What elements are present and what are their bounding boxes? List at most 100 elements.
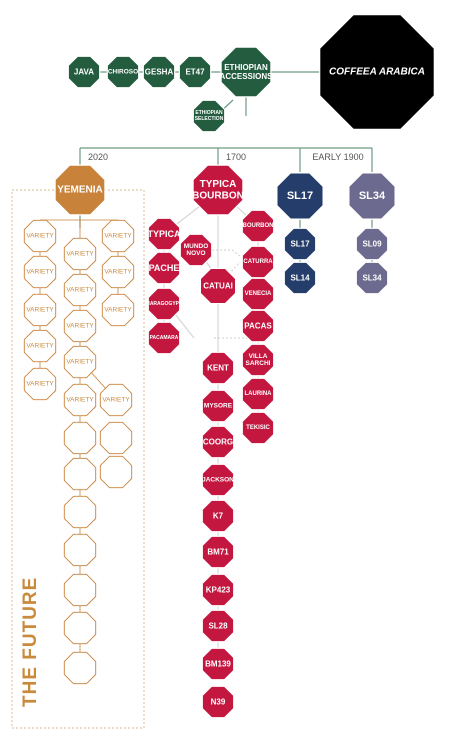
future-variety-node-shape bbox=[63, 495, 97, 529]
future-variety-node bbox=[63, 533, 97, 567]
sl34-child-sl09-node: SL09 bbox=[355, 227, 389, 261]
variety-coorg-node-shape bbox=[201, 425, 235, 459]
variety-bourbon-node-label: BOURBON bbox=[243, 223, 274, 229]
variety-node: VARIETY bbox=[23, 293, 57, 327]
future-variety-node bbox=[63, 457, 97, 491]
future-variety-node-shape bbox=[63, 533, 97, 567]
ethiopian-selection-node-shape bbox=[192, 99, 226, 133]
variety-node: VARIETY bbox=[101, 255, 135, 289]
variety-catuai-node: CATUAI bbox=[199, 267, 237, 305]
variety-k7-node-shape bbox=[201, 499, 235, 533]
variety-maragogype-node: MARAGOGYPE bbox=[146, 287, 183, 321]
variety-maragogype-node-shape bbox=[147, 287, 181, 321]
variety-pache-node: PACHE bbox=[147, 251, 181, 285]
accession-gesha-node-shape bbox=[142, 55, 176, 89]
sl17-child-sl17-node-shape bbox=[283, 227, 317, 261]
variety-node-shape bbox=[63, 273, 97, 307]
era-label-early-1900: EARLY 1900 bbox=[312, 152, 363, 162]
sl17-node: SL17 bbox=[276, 172, 324, 220]
variety-caturra-node-label: CATURRA bbox=[243, 259, 273, 265]
variety-node-shape bbox=[63, 345, 97, 379]
future-variety-node bbox=[63, 611, 97, 645]
future-variety-node bbox=[63, 495, 97, 529]
variety-pacamara-node: PACAMARA bbox=[147, 321, 181, 355]
sl34-child-sl34-node-shape bbox=[355, 261, 389, 295]
sl17-child-sl17-node: SL17 bbox=[283, 227, 317, 261]
variety-node-label: VARIETY bbox=[102, 397, 130, 404]
variety-bm71-node-shape bbox=[201, 535, 235, 569]
variety-mysore-node-shape bbox=[201, 389, 235, 423]
accession-et47-node-label: ET47 bbox=[185, 68, 205, 77]
variety-node-label: VARIETY bbox=[26, 233, 54, 240]
variety-villa-sarchi-node-label: VILLA bbox=[249, 353, 268, 360]
sl17-node-shape bbox=[276, 172, 324, 220]
variety-node-label: VARIETY bbox=[104, 269, 132, 276]
variety-pacas-node: PACAS bbox=[241, 309, 275, 343]
variety-node-label: VARIETY bbox=[66, 287, 94, 294]
variety-venecia-node: VENECIA bbox=[241, 277, 275, 311]
variety-k7-node-label: K7 bbox=[213, 512, 224, 521]
yemenia-node-shape bbox=[54, 164, 106, 216]
variety-node: VARIETY bbox=[63, 383, 97, 417]
sl34-child-sl09-node-shape bbox=[355, 227, 389, 261]
variety-pache-node-label: PACHE bbox=[149, 263, 180, 273]
sl17-node-label: SL17 bbox=[287, 190, 313, 202]
future-variety-node bbox=[63, 573, 97, 607]
future-variety-node-shape bbox=[63, 457, 97, 491]
variety-pacamara-node-label: PACAMARA bbox=[150, 335, 179, 341]
future-variety-node-shape bbox=[63, 573, 97, 607]
variety-typica-node-shape bbox=[147, 217, 181, 251]
variety-tekisic-node-label: TEKISIC bbox=[246, 425, 270, 431]
accession-gesha-node: GESHA bbox=[142, 55, 176, 89]
variety-bm139-node-shape bbox=[201, 647, 235, 681]
variety-mundo-novo-node-shape bbox=[179, 233, 213, 267]
future-variety-node-shape bbox=[63, 651, 97, 685]
era-label-1700: 1700 bbox=[226, 152, 246, 162]
variety-node: VARIETY bbox=[23, 329, 57, 363]
variety-catuai-node-shape bbox=[199, 267, 237, 305]
variety-node: VARIETY bbox=[63, 237, 97, 271]
variety-node-shape bbox=[23, 219, 57, 253]
future-variety-node bbox=[99, 421, 133, 455]
variety-sl28-node: SL28 bbox=[201, 609, 235, 643]
variety-node: VARIETY bbox=[99, 383, 133, 417]
sl34-node-label: SL34 bbox=[359, 190, 386, 202]
variety-node-shape bbox=[23, 293, 57, 327]
variety-node-label: VARIETY bbox=[26, 381, 54, 388]
variety-node-shape bbox=[23, 329, 57, 363]
variety-coorg-node-label: COORG bbox=[203, 438, 233, 447]
variety-n39-node-label: N39 bbox=[211, 698, 226, 707]
variety-typica-node: TYPICA bbox=[147, 217, 181, 251]
variety-tekisic-node-shape bbox=[241, 411, 275, 445]
variety-tekisic-node: TEKISIC bbox=[241, 411, 275, 445]
future-variety-node-shape bbox=[99, 455, 133, 489]
future-variety-node bbox=[99, 455, 133, 489]
variety-kent-node-shape bbox=[201, 351, 235, 385]
coffeea-arabica-node-shape bbox=[319, 14, 435, 130]
variety-bourbon-node-shape bbox=[241, 209, 275, 243]
sl34-child-sl09-node-label: SL09 bbox=[362, 240, 382, 249]
era-label-2020: 2020 bbox=[88, 152, 108, 162]
variety-node: VARIETY bbox=[23, 367, 57, 401]
ethiopian-accessions-node-label: ETHIOPIAN bbox=[224, 63, 268, 72]
variety-jackson-node: JACKSON bbox=[201, 463, 235, 497]
variety-mundo-novo-node-label: NOVO bbox=[186, 250, 205, 257]
variety-bm139-node-label: BM139 bbox=[205, 660, 231, 669]
typica-bourbon-node-label: BOURBON bbox=[192, 190, 244, 201]
variety-node-shape bbox=[101, 219, 135, 253]
variety-pacas-node-label: PACAS bbox=[244, 322, 272, 331]
variety-node-label: VARIETY bbox=[104, 233, 132, 240]
variety-mundo-novo-node-label: MUNDO bbox=[184, 243, 209, 250]
variety-node: VARIETY bbox=[63, 345, 97, 379]
variety-mysore-node-label: MYSORE bbox=[204, 403, 233, 410]
variety-node: VARIETY bbox=[63, 273, 97, 307]
variety-node-shape bbox=[63, 383, 97, 417]
coffeea-arabica-node: COFFEEA ARABICA bbox=[319, 14, 435, 130]
variety-sl28-node-label: SL28 bbox=[208, 622, 228, 631]
accession-java-node-shape bbox=[67, 55, 101, 89]
variety-villa-sarchi-node-label: SARCHI bbox=[246, 360, 271, 367]
variety-jackson-node-shape bbox=[201, 463, 235, 497]
